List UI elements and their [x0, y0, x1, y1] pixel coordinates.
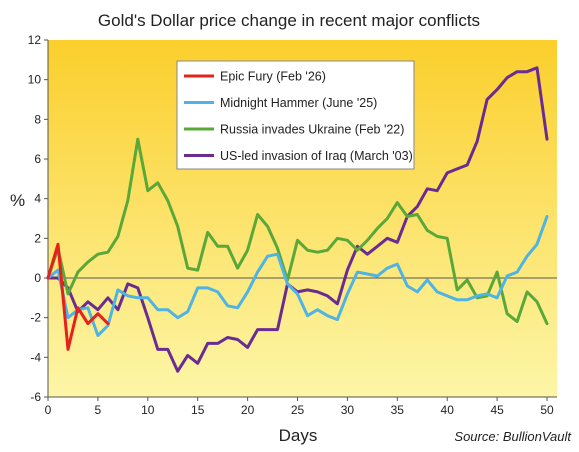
legend-box — [176, 60, 415, 170]
x-tick-label: 30 — [341, 403, 355, 417]
chart-title: Gold's Dollar price change in recent maj… — [98, 11, 480, 30]
source-note: Source: BullionVault — [454, 429, 572, 444]
y-tick-label: 8 — [34, 112, 41, 126]
y-axis-label: % — [10, 191, 25, 210]
x-tick-label: 20 — [241, 403, 255, 417]
series-lines — [46, 66, 549, 373]
legend: Epic Fury (Feb '26) Midnight Hammer (June… — [176, 60, 415, 170]
x-tick-label: 0 — [45, 403, 52, 417]
legend-label: Epic Fury (Feb '26) — [220, 70, 326, 84]
x-tick-label: 5 — [95, 403, 102, 417]
y-tick-label: 4 — [34, 192, 41, 206]
x-tick-label: 15 — [191, 403, 205, 417]
series-line — [46, 137, 549, 326]
x-tick-label: 50 — [540, 403, 554, 417]
series-line — [46, 215, 549, 337]
series-line — [46, 242, 110, 351]
axes: -6 -4 -2 0 2 4 6 8 10 12 0 5 10 15 20 25 30 35 40 45 50 — [28, 33, 557, 417]
y-tick-label: 2 — [34, 231, 41, 245]
y-tick-label: -2 — [30, 311, 41, 325]
x-tick-label: 35 — [391, 403, 405, 417]
x-tick-label: 45 — [490, 403, 504, 417]
y-tick-label: 12 — [28, 33, 42, 47]
x-tick-label: 40 — [441, 403, 455, 417]
y-tick-label: 6 — [34, 152, 41, 166]
x-tick-label: 25 — [291, 403, 305, 417]
y-tick-label: 0 — [34, 271, 41, 285]
y-tick-label: 10 — [28, 73, 42, 87]
legend-label: Russia invades Ukraine (Feb '22) — [220, 123, 404, 137]
legend-label: US-led invasion of Iraq (March '03) — [220, 149, 413, 163]
x-tick-label: 10 — [141, 403, 155, 417]
y-tick-label: -6 — [30, 390, 41, 404]
y-tick-label: -4 — [30, 350, 41, 364]
legend-label: Midnight Hammer (June '25) — [220, 96, 377, 110]
x-axis-label: Days — [279, 426, 318, 445]
